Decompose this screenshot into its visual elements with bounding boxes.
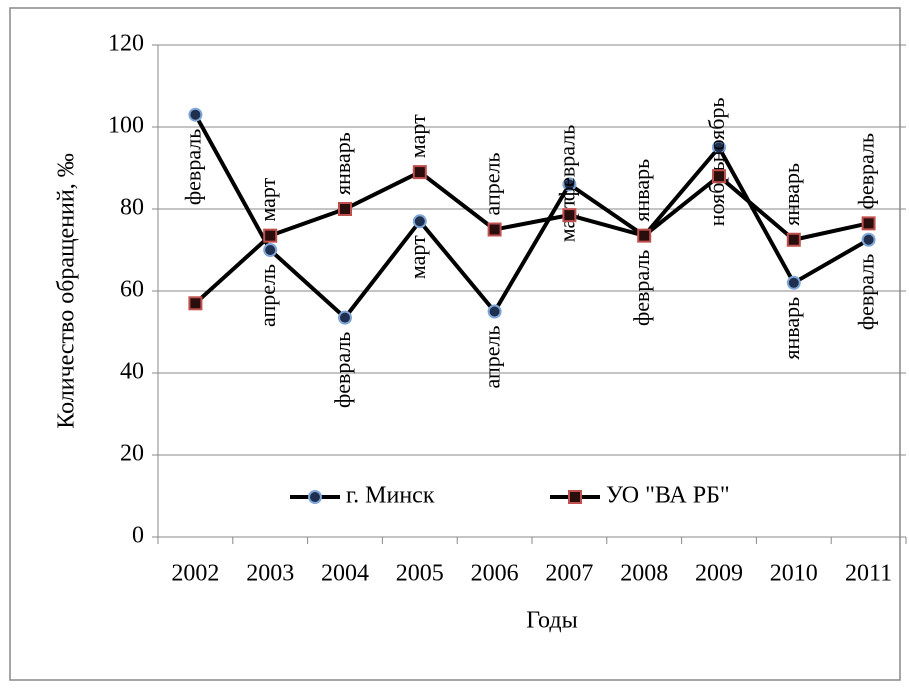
marker: [637, 228, 652, 243]
marker: [562, 208, 577, 223]
x-tick-label: 2003: [246, 561, 294, 587]
data-label: февраль: [854, 133, 879, 209]
marker: [338, 310, 352, 325]
series-line: [194, 170, 870, 305]
data-label: февраль: [854, 254, 879, 330]
chart-frame: [9, 7, 901, 681]
data-label: январь: [779, 297, 804, 360]
marker: [562, 177, 577, 192]
y-tick-label: 0: [132, 523, 144, 549]
data-label: февраль: [554, 125, 579, 201]
marker: [487, 222, 502, 237]
y-tick-label: 40: [120, 359, 144, 385]
y-tick-label: 60: [120, 277, 144, 303]
data-label: апрель: [480, 326, 505, 389]
data-label: февраль: [330, 332, 355, 408]
data-label: апрель: [255, 264, 280, 327]
marker: [712, 169, 726, 184]
legend-label: г. Минск: [346, 483, 435, 509]
data-label: январь: [779, 163, 804, 226]
data-label: февраль: [180, 129, 205, 205]
legend-label: УО "ВА РБ": [606, 483, 730, 509]
x-tick-label: 2008: [620, 561, 668, 587]
marker: [308, 490, 322, 504]
data-label: ноябрь: [704, 97, 729, 162]
x-tick-label: 2011: [845, 561, 892, 587]
marker: [412, 214, 427, 229]
marker: [861, 216, 876, 231]
marker: [188, 296, 203, 311]
marker: [412, 165, 427, 180]
legend: г. Минск УО "ВА РБ": [290, 483, 730, 509]
x-axis-label: Годы: [526, 608, 577, 634]
x-tick-label: 2004: [321, 561, 369, 587]
data-label: март: [255, 177, 280, 221]
y-tick-label: 80: [120, 195, 144, 221]
data-label: январь: [629, 159, 654, 222]
y-tick-label: 100: [108, 113, 144, 139]
x-tick-label: 2010: [770, 561, 818, 587]
x-tick-label: 2002: [171, 561, 219, 587]
data-label: февраль: [629, 250, 654, 326]
x-tick-label: 2005: [396, 561, 444, 587]
y-axis-label: Количество обращений, ‰: [54, 153, 80, 428]
marker: [861, 232, 876, 247]
x-tick-label: 2009: [695, 561, 743, 587]
marker: [338, 202, 352, 216]
x-tick-label: 2007: [545, 561, 593, 587]
data-label: апрель: [480, 152, 505, 215]
series-line: [193, 113, 870, 320]
marker: [786, 232, 801, 247]
marker: [263, 243, 278, 257]
y-tick-label: 20: [120, 441, 144, 467]
marker: [568, 490, 582, 504]
data-label: март: [405, 235, 430, 279]
x-tick-label: 2006: [471, 561, 519, 587]
data-label: март: [405, 114, 430, 158]
marker: [487, 304, 502, 319]
marker: [188, 107, 203, 122]
marker: [263, 228, 278, 243]
marker: [712, 140, 726, 155]
data-label: январь: [330, 132, 355, 195]
y-tick-label: 120: [108, 31, 144, 57]
marker: [786, 275, 801, 290]
